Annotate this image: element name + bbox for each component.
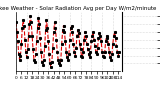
Title: Milwaukee Weather - Solar Radiation Avg per Day W/m2/minute: Milwaukee Weather - Solar Radiation Avg …: [0, 6, 156, 11]
